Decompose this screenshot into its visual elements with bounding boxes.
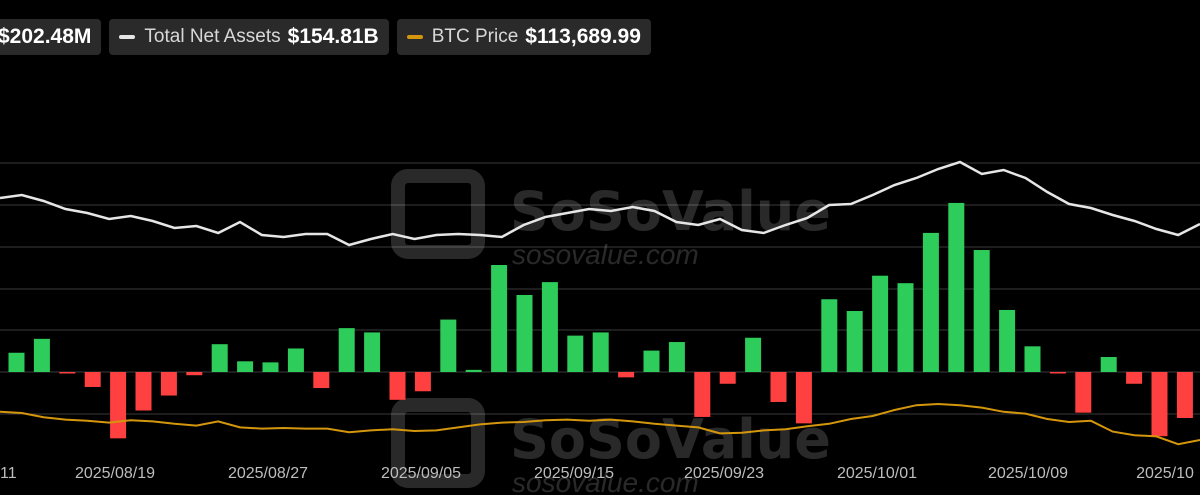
- inflow-bar[interactable]: [592, 332, 609, 372]
- inflow-bars: [8, 202, 1193, 439]
- x-axis-ticks: 11 2025/08/19 2025/08/27 2025/09/05 2025/09/…: [0, 465, 1194, 482]
- inflow-bar[interactable]: [999, 309, 1016, 372]
- outflow-bar[interactable]: [414, 372, 431, 392]
- inflow-bar[interactable]: [465, 369, 482, 372]
- inflow-bar[interactable]: [567, 335, 584, 372]
- outflow-bar[interactable]: [795, 372, 812, 424]
- inflow-bar[interactable]: [541, 282, 558, 372]
- watermark-logo-icon: [391, 398, 485, 488]
- outflow-bar[interactable]: [59, 372, 76, 374]
- watermark-bottom: SoSoValue sosovalue.com: [391, 398, 831, 495]
- inflow-bar[interactable]: [745, 337, 762, 372]
- x-tick-label: 2025/09/15: [534, 465, 614, 482]
- x-tick-label: 11: [0, 465, 17, 482]
- x-tick-label: 2025/09/23: [684, 465, 764, 482]
- legend-daily-inflow[interactable]: $202.48M: [0, 19, 102, 55]
- outflow-bar[interactable]: [186, 372, 203, 376]
- btc-price-swatch-icon: [406, 35, 423, 39]
- btc-price-line[interactable]: [0, 402, 1200, 446]
- outflow-bar[interactable]: [1049, 372, 1066, 374]
- inflow-bar[interactable]: [643, 350, 660, 372]
- outflow-bar[interactable]: [694, 372, 711, 417]
- inflow-bar[interactable]: [8, 352, 25, 372]
- inflow-bar[interactable]: [364, 332, 381, 372]
- inflow-bar[interactable]: [237, 361, 254, 372]
- x-tick-label: 2025/10/01: [837, 465, 917, 482]
- watermarks: SoSoValue sosovalue.com SoSoValue sosova…: [391, 169, 831, 495]
- outflow-bar[interactable]: [1151, 372, 1168, 437]
- outflow-bar[interactable]: [770, 372, 787, 402]
- x-tick-label: 2025/09/05: [381, 465, 461, 482]
- daily-inflow-value: $202.48M: [0, 25, 92, 48]
- inflow-bar[interactable]: [287, 348, 304, 372]
- x-tick-label: 2025/10/09: [988, 465, 1068, 482]
- outflow-bar[interactable]: [110, 372, 127, 439]
- btc-price-label: BTC Price: [431, 26, 519, 47]
- inflow-bar[interactable]: [872, 275, 889, 372]
- net-assets-swatch-icon: [119, 35, 136, 39]
- inflow-bar[interactable]: [491, 265, 508, 372]
- watermark-site: sosovalue.com: [512, 239, 699, 270]
- inflow-bar[interactable]: [821, 299, 838, 372]
- outflow-bar[interactable]: [389, 372, 406, 400]
- inflow-bar[interactable]: [516, 294, 533, 372]
- inflow-bar[interactable]: [33, 338, 50, 372]
- outflow-bar[interactable]: [1176, 372, 1193, 419]
- inflow-bar[interactable]: [1024, 346, 1041, 372]
- watermark-logo-icon: [391, 169, 485, 259]
- watermark-brand: SoSoValue: [510, 408, 831, 471]
- inflow-bar[interactable]: [440, 319, 457, 372]
- inflow-bar[interactable]: [922, 232, 939, 372]
- legend: $202.48M Total Net Assets $154.81B BTC P…: [0, 19, 651, 55]
- outflow-bar[interactable]: [160, 372, 177, 396]
- net-assets-label: Total Net Assets: [144, 26, 281, 47]
- btc-price-value: $113,689.99: [525, 25, 641, 48]
- inflow-bar[interactable]: [668, 342, 685, 372]
- net-assets-value: $154.81B: [287, 25, 379, 48]
- outflow-bar[interactable]: [618, 372, 635, 378]
- inflow-bar[interactable]: [1100, 357, 1117, 372]
- outflow-bar[interactable]: [84, 372, 101, 387]
- watermark-site: sosovalue.com: [512, 467, 699, 495]
- watermark-brand: SoSoValue: [510, 180, 831, 243]
- inflow-bar[interactable]: [973, 250, 990, 372]
- inflow-bar[interactable]: [897, 283, 914, 372]
- x-tick-label: 2025/08/19: [75, 465, 155, 482]
- inflow-bar[interactable]: [262, 362, 279, 372]
- inflow-bar[interactable]: [211, 344, 228, 372]
- outflow-bar[interactable]: [313, 372, 330, 389]
- outflow-bar[interactable]: [1075, 372, 1092, 413]
- inflow-bar[interactable]: [338, 328, 355, 372]
- inflow-bar[interactable]: [948, 202, 965, 372]
- total-net-assets-line[interactable]: [0, 160, 1200, 247]
- legend-btc-price[interactable]: BTC Price $113,689.99: [396, 19, 651, 55]
- outflow-bar[interactable]: [1126, 372, 1143, 384]
- x-tick-label: 2025/08/27: [228, 465, 308, 482]
- inflow-bar[interactable]: [846, 311, 863, 372]
- watermark-top: SoSoValue sosovalue.com: [391, 169, 831, 270]
- x-tick-label: 2025/10: [1136, 465, 1194, 482]
- legend-total-net-assets[interactable]: Total Net Assets $154.81B: [109, 19, 389, 55]
- outflow-bar[interactable]: [719, 372, 736, 384]
- outflow-bar[interactable]: [135, 372, 152, 411]
